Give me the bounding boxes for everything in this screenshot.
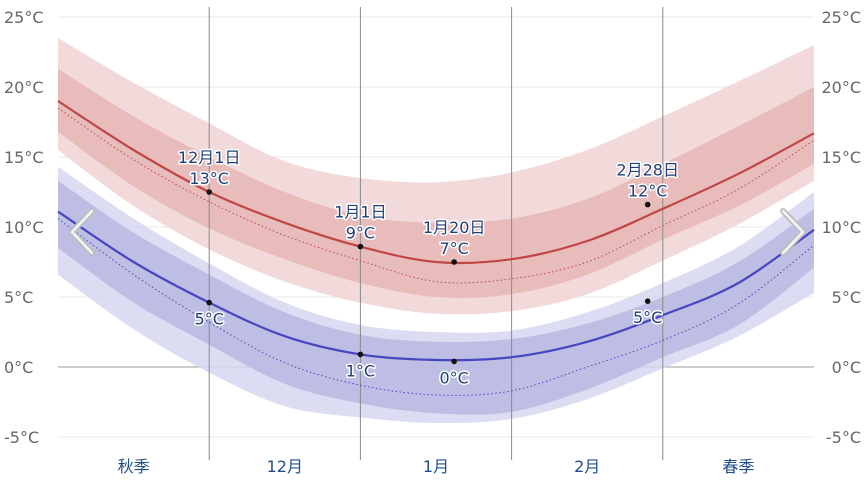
annotation-value: 13°C	[189, 169, 229, 188]
high-band-inner	[58, 68, 814, 298]
y-tick-label-left: 10°C	[4, 218, 44, 237]
season-label: 2月	[574, 457, 600, 476]
temperature-bands	[58, 38, 814, 424]
y-tick-label-right: 20°C	[821, 78, 861, 97]
chevron-right-icon[interactable]	[780, 208, 806, 256]
annotation-date: 1月1日	[334, 203, 386, 222]
chevron-left-icon[interactable]	[69, 208, 95, 256]
annotation-point	[644, 201, 651, 208]
y-tick-label-right: 25°C	[821, 8, 861, 27]
y-tick-label-right: 0°C	[832, 358, 861, 377]
y-tick-label-right: 5°C	[832, 288, 861, 307]
season-label: 1月	[423, 457, 449, 476]
season-dividers	[208, 7, 664, 460]
season-labels: 秋季 12月 1月 2月 春季	[118, 457, 755, 476]
temperature-lines	[57, 100, 815, 396]
annotation-value: 7°C	[439, 239, 468, 258]
annotation-value: 9°C	[346, 224, 375, 243]
annotation-point	[644, 298, 651, 305]
y-tick-label-left: 15°C	[4, 148, 44, 167]
y-tick-label-left: -5°C	[4, 428, 39, 447]
annotation-value: 1°C	[346, 361, 375, 380]
y-axis-right: -5°C 0°C 5°C 10°C 15°C 20°C 25°C	[821, 8, 861, 447]
high-mean-line	[57, 100, 815, 265]
low-normal-line	[57, 218, 815, 396]
annotations: 12月1日 13°C 1月1日 9°C 1月20日 7°C 2月28日 12°C 5°C 1°C 0…	[176, 147, 680, 389]
annotation-value: 12°C	[628, 182, 668, 201]
annotation-date: 1月20日	[423, 218, 486, 237]
y-tick-label-right: 10°C	[821, 218, 861, 237]
y-tick-label-left: 20°C	[4, 78, 44, 97]
y-tick-label-left: 25°C	[4, 8, 44, 27]
y-tick-label-left: 5°C	[4, 288, 33, 307]
season-label: 12月	[267, 457, 303, 476]
annotation-point	[357, 243, 364, 250]
annotation-point	[206, 189, 212, 195]
annotation-value: 5°C	[633, 308, 662, 327]
y-axis-left: -5°C 0°C 5°C 10°C 15°C 20°C 25°C	[4, 8, 44, 447]
annotation-date: 2月28日	[616, 161, 679, 180]
y-tick-label-left: 0°C	[4, 358, 33, 377]
season-label: 秋季	[118, 457, 150, 476]
annotation-point	[206, 299, 212, 306]
season-label: 春季	[722, 457, 754, 476]
low-band-inner	[58, 180, 814, 415]
annotation-date: 12月1日	[178, 148, 241, 167]
annotation-point	[451, 358, 457, 365]
annotation-value: 0°C	[439, 368, 468, 387]
y-tick-label-right: -5°C	[826, 428, 861, 447]
annotation-point	[451, 259, 457, 265]
y-tick-label-right: 15°C	[821, 148, 861, 167]
low-mean-line	[57, 210, 815, 362]
annotation-value: 5°C	[195, 310, 224, 329]
annotation-point	[357, 351, 364, 358]
